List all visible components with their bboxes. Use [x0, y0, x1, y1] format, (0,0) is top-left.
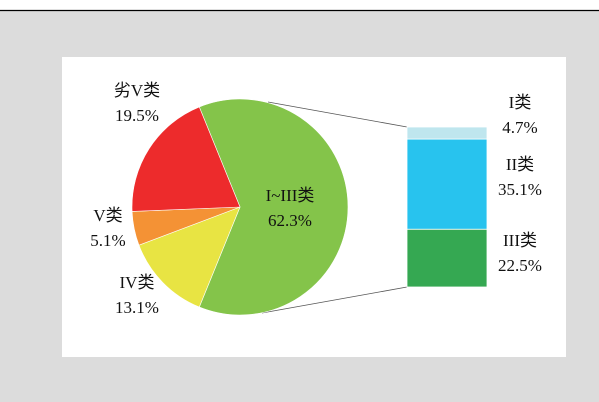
slice-label: 劣V类 — [114, 81, 160, 100]
segment-value-label: 4.7% — [502, 118, 537, 137]
segment-label: II类 — [506, 155, 534, 174]
pie-slice — [138, 206, 241, 308]
pie-slice — [198, 98, 349, 316]
segment-value-label: 35.1% — [498, 180, 542, 199]
bar-segment — [406, 126, 488, 140]
slice-value-label: 19.5% — [115, 106, 159, 125]
slice-label: IV类 — [120, 273, 155, 292]
bar-segment — [406, 228, 488, 288]
slice-label: V类 — [93, 206, 122, 225]
slice-label: I~III类 — [266, 186, 315, 205]
segment-value-label: 22.5% — [498, 256, 542, 275]
slice-value-label: 62.3% — [268, 211, 312, 230]
pie-slice — [131, 106, 241, 212]
segment-label: III类 — [503, 231, 537, 250]
slice-value-label: 13.1% — [115, 298, 159, 317]
slice-value-label: 5.1% — [90, 231, 125, 250]
segment-label: I类 — [509, 93, 532, 112]
connector-line — [267, 101, 408, 128]
connector-line — [261, 286, 408, 314]
bar-segment — [406, 138, 488, 230]
